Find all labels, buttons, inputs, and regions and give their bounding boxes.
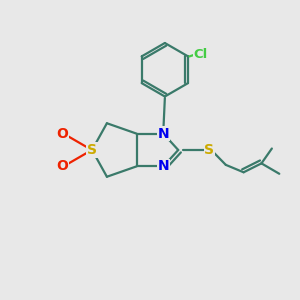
Text: S: S	[87, 143, 97, 157]
Text: S: S	[204, 143, 214, 157]
Text: N: N	[158, 159, 169, 173]
Text: Cl: Cl	[194, 48, 208, 62]
Text: N: N	[158, 127, 169, 141]
Text: O: O	[56, 159, 68, 173]
Text: O: O	[56, 127, 68, 141]
